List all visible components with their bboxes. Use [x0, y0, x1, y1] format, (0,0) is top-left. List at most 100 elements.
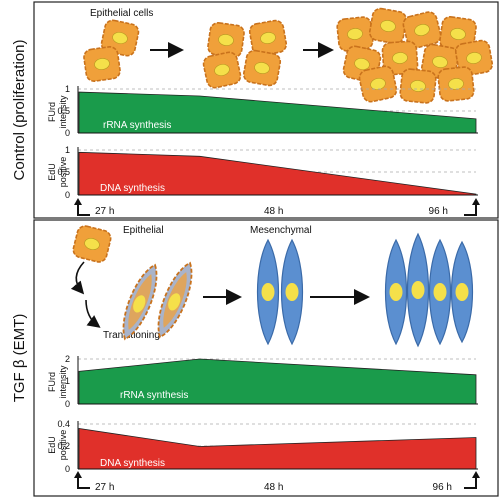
control-rrna-ylabel-line1: FUrd [47, 102, 57, 122]
nucleus [218, 34, 234, 46]
control-rrna-series-label: rRNA synthesis [103, 120, 171, 131]
epithelial-cell [368, 7, 408, 45]
emt-dna-tick-mid: 0.2 [57, 441, 70, 451]
mesenchymal-cell [428, 238, 452, 346]
emt-time-27h: 27 h [95, 482, 114, 493]
epithelial-cell [381, 40, 419, 76]
mesenchymal-cell [406, 232, 430, 348]
mesenchymal-cell [450, 240, 474, 344]
control-rrna-chart: FUrd intensity 1 0.5 0 rRNA synthesis [47, 84, 478, 138]
epithelial-cell-group-1 [83, 19, 140, 82]
mesenchymal-cells-group [384, 232, 474, 348]
epithelial-cell-group-2 [202, 19, 288, 89]
nucleus [414, 24, 430, 36]
mesenchymal-cell [256, 238, 280, 346]
epithelial-cell [242, 49, 282, 87]
epithelial-cell [402, 11, 442, 49]
emt-time-48h: 48 h [264, 482, 283, 493]
control-dna-chart: EdU positive 1 0.5 0 DNA synthesis [47, 145, 478, 200]
nucleus [94, 58, 110, 70]
nucleus [285, 283, 299, 301]
mesenchymal-cells-pair [256, 238, 304, 346]
epithelial-cell [248, 19, 288, 57]
control-time-48h: 48 h [264, 206, 283, 217]
emt-epithelial-label: Epithelial [123, 225, 164, 236]
control-dna-ylabel-line2: positive [58, 157, 68, 188]
mesenchymal-cell [280, 238, 304, 346]
nucleus [389, 283, 403, 301]
nucleus [214, 64, 230, 76]
nucleus [112, 32, 128, 44]
emt-rrna-tick-mid: 1 [65, 376, 70, 386]
epithelial-cells-label: Epithelial cells [90, 8, 153, 19]
nucleus [380, 20, 396, 32]
mesenchymal-cell [384, 238, 408, 346]
emt-rrna-chart: FUrd intensity 2 1 0 rRNA synthesis [47, 354, 478, 409]
emt-rrna-tick-bottom: 0 [65, 399, 70, 409]
emt-rrna-ylabel-line1: FUrd [47, 372, 57, 392]
control-panel-frame [33, 1, 499, 219]
epithelial-cell [207, 22, 245, 58]
emt-dna-tick-bottom: 0 [65, 464, 70, 474]
control-dna-ylabel-line1: EdU [47, 163, 57, 181]
nucleus [260, 32, 276, 44]
emt-dna-series-label: DNA synthesis [100, 458, 165, 469]
control-dna-series-label: DNA synthesis [100, 183, 165, 194]
emt-time-start-arrow [77, 478, 90, 489]
curved-arrow-down [70, 261, 85, 295]
nucleus [133, 295, 146, 313]
emt-epithelial-cell [72, 225, 112, 263]
emt-transitioning-label: Transitioning [103, 330, 160, 341]
nucleus [261, 283, 275, 301]
nucleus [433, 283, 447, 301]
control-time-end-arrowhead [472, 198, 480, 205]
emt-dna-ylabel-line1: EdU [47, 436, 57, 454]
transitioning-cell [122, 263, 158, 341]
nucleus [455, 283, 469, 301]
nucleus [450, 28, 466, 40]
emt-dna-ylabel-line2: positive [58, 430, 68, 461]
control-rrna-tick-mid: 0.5 [57, 106, 70, 116]
emt-rrna-tick-top: 2 [65, 354, 70, 364]
emt-time-end-arrowhead [472, 471, 480, 478]
nucleus [354, 58, 370, 70]
emt-rrna-series-label: rRNA synthesis [120, 390, 188, 401]
transitioning-cells [122, 261, 193, 341]
nucleus [448, 78, 464, 90]
control-dna-tick-top: 1 [65, 145, 70, 155]
epithelial-cell [399, 68, 437, 104]
epithelial-cell [83, 46, 121, 82]
nucleus [392, 52, 408, 64]
control-time-start-arrow [77, 205, 90, 216]
epithelial-cell [72, 225, 112, 263]
emt-time-end-arrow [464, 478, 477, 489]
emt-time-start-arrowhead [74, 471, 82, 478]
control-rrna-ylabel-line2: intensity [58, 95, 68, 129]
emt-dna-tick-top: 0.4 [57, 419, 70, 429]
nucleus [411, 281, 425, 299]
emt-mesenchymal-label: Mesenchymal [250, 225, 312, 236]
control-rrna-tick-top: 1 [65, 84, 70, 94]
emt-rrna-ylabel-line2: intensity [58, 365, 68, 399]
control-dna-tick-mid: 0.5 [57, 167, 70, 177]
nucleus [347, 28, 363, 40]
emt-dna-chart: EdU positive 0.4 0.2 0 DNA synthesis [47, 419, 478, 474]
emt-time-96h: 96 h [433, 482, 452, 493]
control-side-label: Control (proliferation) [11, 40, 28, 181]
emt-panel-frame [33, 219, 499, 497]
epithelial-cell [358, 65, 398, 103]
epithelial-cell-group-3 [336, 7, 494, 104]
nucleus [432, 56, 448, 68]
nucleus [466, 52, 482, 64]
nucleus [168, 293, 181, 311]
control-rrna-tick-bottom: 0 [65, 128, 70, 138]
control-dna-tick-bottom: 0 [65, 190, 70, 200]
control-time-start-arrowhead [74, 198, 82, 205]
control-time-96h: 96 h [429, 206, 448, 217]
epithelial-cell [202, 51, 242, 89]
transitioning-cell [157, 261, 193, 339]
curved-arrow-transition [85, 299, 101, 328]
nucleus [254, 62, 270, 74]
epithelial-cell [437, 66, 475, 102]
